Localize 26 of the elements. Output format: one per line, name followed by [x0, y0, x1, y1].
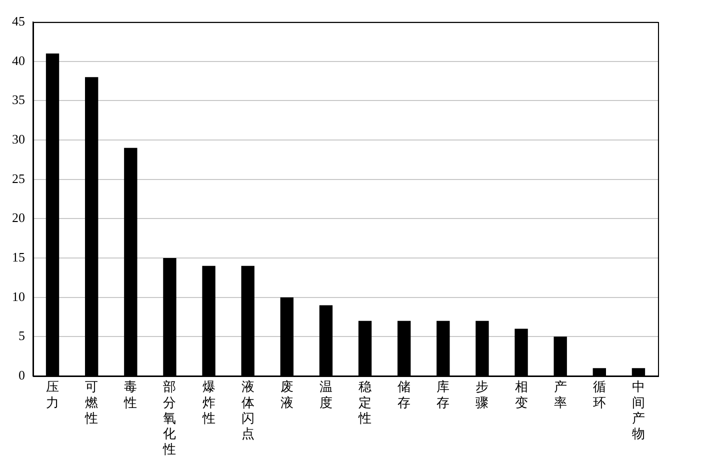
- y-tick-label: 45: [12, 13, 25, 28]
- x-tick-label: 可燃性: [84, 379, 98, 426]
- y-tick-label: 5: [18, 328, 25, 344]
- x-tick-label: 相变: [514, 379, 528, 410]
- x-tick-label: 温度: [319, 379, 332, 410]
- x-tick-label: 中间产物: [632, 379, 645, 442]
- x-tick-label: 压力: [46, 379, 60, 410]
- x-tick-label: 稳定性: [358, 379, 372, 426]
- x-tick-label: 循环: [592, 379, 606, 410]
- x-tick-label: 库存: [436, 379, 450, 410]
- x-tick-label: 产率: [554, 379, 567, 410]
- x-tick-label: 毒性: [123, 379, 138, 410]
- y-tick-label: 30: [12, 131, 25, 146]
- y-tick-label: 10: [12, 288, 25, 304]
- x-tick-label: 爆炸性: [201, 379, 216, 426]
- y-tick-label: 40: [12, 52, 25, 68]
- y-tick-label: 20: [12, 210, 25, 226]
- x-tick-label: 步骤: [476, 379, 489, 410]
- x-tick-label: 废液: [280, 379, 294, 410]
- y-tick-label: 0: [18, 367, 25, 382]
- x-tick-label: 部分氧化性: [162, 379, 176, 457]
- y-tick-label: 15: [12, 249, 25, 264]
- x-tick-label: 液体闪点: [241, 379, 254, 442]
- y-tick-label: 35: [12, 92, 25, 108]
- y-tick-label: 25: [12, 170, 25, 186]
- x-tick-label: 储存: [398, 379, 411, 410]
